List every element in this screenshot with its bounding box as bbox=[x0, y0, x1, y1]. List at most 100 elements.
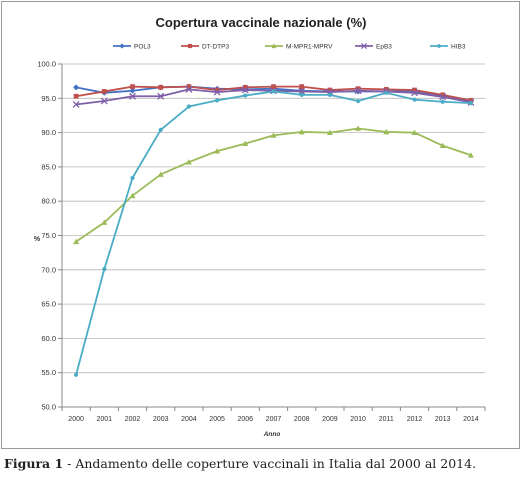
data-point bbox=[270, 132, 277, 138]
y-tick-label: 95.0 bbox=[41, 94, 56, 103]
data-point bbox=[326, 129, 333, 135]
data-point bbox=[356, 98, 361, 104]
data-point bbox=[100, 97, 108, 105]
legend-label: EpB3 bbox=[376, 44, 392, 51]
data-point bbox=[129, 92, 136, 100]
data-point bbox=[327, 87, 333, 93]
data-point bbox=[186, 84, 192, 90]
data-point bbox=[355, 125, 362, 131]
legend-item: DT-DTP3 bbox=[181, 44, 229, 51]
x-tick-label: 2011 bbox=[379, 416, 394, 423]
x-tick-label: 2006 bbox=[238, 416, 254, 423]
legend-marker bbox=[360, 42, 368, 50]
chart-title: Copertura vaccinale nazionale (%) bbox=[156, 15, 367, 30]
chart-frame bbox=[1, 1, 520, 449]
data-point bbox=[157, 92, 165, 100]
data-point bbox=[411, 89, 418, 97]
data-point bbox=[72, 101, 80, 108]
data-point bbox=[129, 87, 136, 94]
y-tick-label: 75.0 bbox=[41, 231, 56, 240]
data-point bbox=[130, 175, 135, 180]
data-point bbox=[185, 85, 193, 93]
y-tick-label: 90.0 bbox=[41, 128, 56, 137]
data-point bbox=[468, 101, 473, 106]
data-point bbox=[298, 87, 306, 95]
y-tick-label: 70.0 bbox=[41, 265, 56, 274]
x-tick-label: 2001 bbox=[97, 416, 113, 423]
x-tick-label: 2002 bbox=[125, 416, 141, 423]
y-tick-label: 80.0 bbox=[41, 197, 56, 206]
x-tick-label: 2003 bbox=[153, 416, 169, 423]
data-point bbox=[242, 140, 249, 146]
x-tick-label: 2010 bbox=[350, 416, 366, 423]
legend-item: POL3 bbox=[113, 43, 151, 51]
data-point bbox=[102, 267, 107, 272]
x-tick-label: 2008 bbox=[294, 416, 310, 423]
data-point bbox=[384, 90, 389, 95]
legend-label: M-MPR1-MPRV bbox=[286, 44, 333, 51]
data-point bbox=[412, 87, 417, 93]
y-tick-label: 85.0 bbox=[41, 162, 56, 171]
x-tick-label: 2005 bbox=[209, 416, 225, 423]
legend-marker bbox=[271, 43, 277, 49]
data-point bbox=[467, 152, 474, 158]
series-group bbox=[72, 83, 475, 377]
y-axis-label: % bbox=[34, 236, 41, 243]
line-chart: Copertura vaccinale nazionale (%) POL3 DT… bbox=[34, 15, 486, 438]
y-axis-ticks: 50.0 55.0 60.0 65.0 70.0 75.0 80.0 85.0 90.0 95.0… bbox=[37, 60, 62, 412]
figure-caption: Figura 1 - Andamento delle coperture vac… bbox=[4, 456, 476, 471]
data-point bbox=[243, 93, 248, 98]
data-point bbox=[214, 87, 220, 93]
data-point bbox=[73, 93, 79, 99]
data-point bbox=[242, 84, 248, 90]
grid-lines bbox=[62, 63, 485, 374]
data-point bbox=[214, 148, 221, 154]
data-point bbox=[383, 128, 390, 135]
data-point bbox=[411, 129, 418, 135]
legend-marker bbox=[187, 43, 193, 49]
data-point bbox=[73, 84, 80, 91]
legend-label: HIB3 bbox=[451, 44, 466, 51]
x-tick-label: 2004 bbox=[181, 416, 197, 423]
x-tick-label: 2009 bbox=[322, 416, 338, 423]
data-point bbox=[468, 97, 474, 103]
data-point bbox=[299, 84, 305, 90]
series-hib3 bbox=[74, 89, 473, 377]
data-point bbox=[412, 97, 417, 102]
data-point bbox=[158, 127, 163, 132]
legend-marker bbox=[119, 43, 125, 49]
x-tick-label: 2000 bbox=[68, 416, 84, 423]
data-point bbox=[440, 99, 445, 104]
x-tick-label: 2007 bbox=[266, 416, 282, 423]
y-tick-label: 55.0 bbox=[41, 368, 56, 377]
series-dt-dtp3 bbox=[73, 84, 474, 103]
data-point bbox=[383, 86, 389, 92]
data-point bbox=[327, 92, 332, 97]
x-tick-label: 2013 bbox=[435, 416, 451, 423]
data-point bbox=[130, 84, 135, 90]
caption-text: - Andamento delle coperture vaccinali in… bbox=[63, 456, 477, 471]
data-point bbox=[439, 93, 447, 101]
data-point bbox=[74, 372, 79, 377]
y-tick-label: 50.0 bbox=[41, 403, 56, 412]
data-point bbox=[271, 89, 276, 94]
data-point bbox=[101, 89, 107, 94]
data-point bbox=[299, 92, 304, 97]
legend-label: POL3 bbox=[134, 44, 151, 51]
data-point bbox=[158, 84, 164, 90]
series-line bbox=[75, 127, 472, 243]
data-point bbox=[271, 84, 276, 90]
legend-marker bbox=[437, 44, 441, 48]
data-point bbox=[213, 88, 221, 96]
x-axis-label: Anno bbox=[263, 431, 281, 438]
legend-item: HIB3 bbox=[430, 44, 466, 51]
x-tick-label: 2012 bbox=[407, 416, 423, 423]
y-tick-label: 60.0 bbox=[41, 334, 56, 343]
data-point bbox=[355, 86, 361, 92]
data-point bbox=[439, 142, 446, 149]
data-point bbox=[440, 92, 446, 98]
caption-label: Figura 1 bbox=[4, 456, 64, 471]
data-point bbox=[157, 171, 164, 177]
data-point bbox=[186, 104, 191, 109]
data-point bbox=[73, 238, 80, 245]
